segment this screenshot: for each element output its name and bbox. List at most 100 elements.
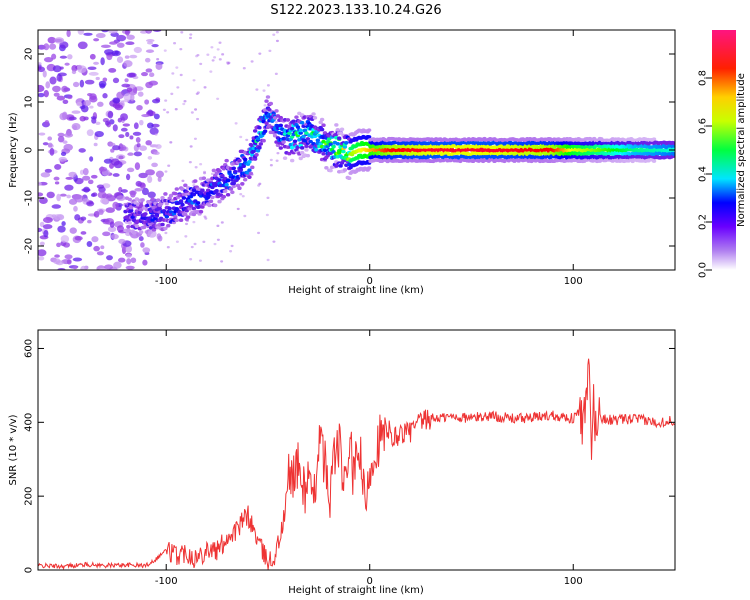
heatmap-cell: [243, 214, 247, 218]
heatmap-cell: [156, 58, 160, 61]
heatmap-cell: [140, 242, 145, 248]
heatmap-cell: [183, 212, 188, 217]
heatmap-cell: [142, 259, 148, 266]
heatmap-cell: [223, 189, 228, 194]
heatmap-cell: [179, 73, 183, 77]
heatmap-cell: [292, 139, 298, 144]
heatmap-cell: [62, 111, 68, 120]
heatmap-cell: [147, 229, 157, 238]
heatmap-cell: [79, 115, 86, 122]
heatmap-cell: [239, 193, 243, 196]
heatmap-cell: [247, 168, 252, 172]
heatmap-cell: [136, 143, 141, 148]
heatmap-cell: [281, 140, 286, 144]
colorbar-tick-label: 0.0: [698, 262, 709, 278]
heatmap-cell: [83, 99, 91, 107]
heatmap-cell: [255, 137, 261, 141]
heatmap-cell: [145, 169, 155, 176]
heatmap-cell: [57, 225, 66, 233]
y-tick-label: 400: [24, 413, 35, 432]
heatmap-cell: [275, 39, 279, 43]
heatmap-cell: [94, 130, 104, 138]
heatmap-cell: [100, 245, 105, 250]
x-tick-label: 100: [564, 276, 583, 287]
heatmap-cell: [237, 186, 242, 191]
heatmap-cell: [250, 60, 254, 63]
heatmap-cell: [150, 197, 155, 202]
heatmap-cell: [203, 171, 207, 175]
heatmap-cell: [151, 162, 158, 168]
heatmap-cell: [125, 41, 135, 46]
heatmap-cell: [211, 168, 217, 173]
heatmap-cell: [192, 79, 196, 82]
heatmap-cell: [268, 101, 274, 106]
heatmap-cell: [38, 66, 42, 71]
heatmap-cell: [97, 191, 107, 199]
heatmap-cell: [236, 207, 240, 211]
heatmap-cell: [129, 205, 134, 210]
heatmap-cell: [257, 231, 261, 235]
heatmap-cell: [178, 218, 184, 223]
heatmap-cell: [272, 133, 278, 138]
heatmap-cell: [254, 153, 259, 157]
heatmap-cell: [248, 171, 254, 176]
heatmap-cell: [59, 41, 69, 49]
heatmap-cell: [328, 168, 333, 173]
heatmap-cell: [124, 55, 130, 59]
heatmap-cell: [60, 235, 70, 243]
heatmap-cell: [241, 195, 245, 198]
heatmap-cell: [116, 91, 124, 99]
snr-y-label: SNR (10 * v/v): [8, 414, 19, 485]
heatmap-cell: [83, 32, 93, 36]
heatmap-cell: [137, 210, 142, 215]
heatmap-cell: [61, 221, 66, 227]
heatmap-cell: [184, 235, 188, 238]
heatmap-cell: [274, 109, 279, 113]
heatmap-cell: [331, 150, 336, 154]
heatmap-cell: [46, 191, 55, 199]
heatmap-cell: [274, 72, 278, 76]
heatmap-cell: [319, 127, 325, 132]
heatmap-cell: [255, 148, 261, 153]
heatmap-cell: [267, 107, 272, 112]
heatmap-cell: [180, 202, 185, 207]
heatmap-cell: [53, 214, 63, 221]
heatmap-cell: [67, 54, 73, 60]
heatmap-cell: [289, 158, 295, 163]
heatmap-cell: [83, 186, 90, 193]
colorbar-gradient: [712, 30, 736, 270]
heatmap-cell: [93, 61, 100, 65]
heatmap-cell: [64, 184, 74, 191]
heatmap-cell: [289, 126, 295, 131]
heatmap-cell: [216, 97, 220, 100]
heatmap-cell: [129, 208, 134, 213]
heatmap-cell: [206, 53, 210, 56]
heatmap-cell: [57, 267, 66, 270]
heatmap-cell: [171, 72, 175, 75]
heatmap-cell: [217, 178, 222, 182]
heatmap-cell: [38, 181, 42, 186]
heatmap-cell: [160, 196, 165, 200]
heatmap-cell: [170, 92, 174, 96]
heatmap-cell: [199, 62, 203, 66]
snr-series-line: [38, 358, 675, 570]
heatmap-cell: [344, 141, 349, 145]
heatmap-cell: [43, 230, 49, 238]
heatmap-cell: [213, 203, 218, 208]
heatmap-cell: [155, 170, 164, 178]
heatmap-cell: [139, 145, 147, 151]
heatmap-cell: [230, 190, 235, 195]
heatmap-cell: [105, 207, 115, 213]
heatmap-cell: [54, 181, 60, 185]
heatmap-cell: [264, 121, 269, 125]
heatmap-cell: [98, 267, 107, 270]
heatmap-cell: [53, 176, 60, 181]
heatmap-cell: [207, 203, 212, 208]
heatmap-cell: [145, 30, 153, 34]
y-tick-label: 10: [24, 96, 35, 109]
heatmap-cell: [93, 142, 98, 147]
heatmap-cell: [192, 220, 196, 224]
heatmap-cell: [200, 205, 205, 209]
heatmap-cell: [148, 72, 155, 78]
heatmap-cell: [144, 57, 151, 63]
